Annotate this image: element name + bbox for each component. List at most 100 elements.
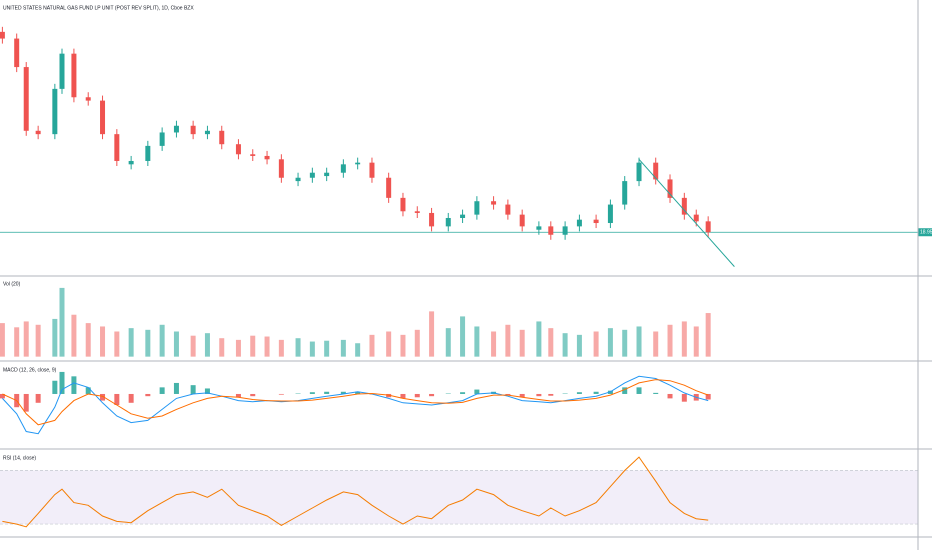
- macd-histogram-bar: [324, 391, 330, 394]
- volume-bar: [204, 333, 210, 357]
- candle-body: [114, 134, 120, 161]
- macd-histogram-bar: [278, 393, 284, 395]
- volume-bar: [355, 343, 361, 357]
- candle-body: [52, 88, 58, 135]
- candle-body: [71, 53, 77, 98]
- candle-body: [548, 226, 554, 235]
- volume-bar: [52, 318, 58, 357]
- macd-histogram-bar: [705, 393, 711, 400]
- volume-bar: [278, 339, 284, 357]
- candle-body: [324, 172, 330, 177]
- volume-bar: [159, 324, 165, 357]
- candle-body: [190, 125, 196, 135]
- rsi-band: [0, 470, 918, 525]
- pane-title: MACD (12, 26, close, 9): [3, 367, 57, 373]
- macd-histogram-bar: [576, 392, 582, 394]
- macd-histogram-bar: [460, 392, 466, 394]
- macd-line: [2, 375, 709, 435]
- volume-bar: [491, 331, 497, 357]
- volume-bar: [653, 331, 659, 357]
- volume-bar: [59, 287, 65, 357]
- macd-histogram-bar: [653, 392, 659, 394]
- macd-histogram-bar: [190, 385, 196, 394]
- volume-bar: [576, 334, 582, 357]
- candle-body: [235, 144, 241, 155]
- macd-histogram-bar: [505, 393, 511, 396]
- candle-body: [386, 177, 392, 198]
- volume-bar: [219, 338, 225, 357]
- candle-body: [59, 53, 65, 89]
- volume-bar: [250, 335, 256, 357]
- volume-bar: [445, 328, 451, 357]
- volume-bar: [705, 313, 711, 357]
- candle-body: [505, 204, 511, 215]
- volume-bar: [190, 335, 196, 357]
- volume-bar: [622, 329, 628, 357]
- chart-title: UNITED STATES NATURAL GAS FUND LP UNIT (…: [3, 5, 194, 11]
- volume-bar: [369, 334, 375, 357]
- labels-layer: 18.95: [918, 228, 932, 237]
- candle-body: [681, 197, 687, 215]
- rsi-line: [2, 456, 709, 528]
- volume-bar: [536, 321, 542, 357]
- volume-bar: [607, 328, 613, 357]
- macd-histogram-bar: [114, 393, 120, 405]
- macd-histogram-bar: [23, 393, 29, 412]
- candle-body: [23, 67, 29, 131]
- macd-histogram-bar: [548, 393, 554, 396]
- volume-bar: [71, 314, 77, 357]
- macd-histogram-bar: [59, 371, 65, 394]
- grid-layer: [0, 470, 918, 525]
- macd-histogram-bar: [636, 387, 642, 394]
- macd-histogram-bar: [145, 393, 151, 397]
- macd-histogram-bar: [128, 393, 134, 403]
- candle-body: [705, 221, 711, 233]
- macd-histogram-bar: [607, 390, 613, 394]
- macd-histogram-bar: [593, 391, 599, 394]
- volume-bar: [429, 311, 435, 357]
- candle-body: [295, 177, 301, 182]
- volume-bar: [414, 329, 420, 357]
- macd-histogram-bar: [235, 393, 241, 398]
- volume-bar: [519, 329, 525, 357]
- volume-bar: [340, 339, 346, 357]
- candle-body: [100, 100, 106, 135]
- volume-bar: [693, 326, 699, 357]
- candle-body: [340, 164, 346, 173]
- macd-histogram-bar: [340, 391, 346, 394]
- candle-body: [607, 204, 613, 224]
- trend-line: [638, 158, 735, 267]
- macd-histogram-bar: [85, 387, 91, 394]
- candle-body: [219, 130, 225, 145]
- candle-body: [264, 155, 270, 160]
- macd-histogram-bar: [309, 392, 315, 394]
- macd-histogram-bar: [536, 393, 542, 397]
- candle-body: [636, 162, 642, 182]
- volume-bar: [14, 327, 20, 357]
- volume-bar: [386, 331, 392, 357]
- marks-layer: [0, 26, 918, 528]
- macd-histogram-bar: [204, 388, 210, 394]
- candle-body: [693, 214, 699, 222]
- macd-histogram-bar: [414, 393, 420, 398]
- candle-body: [491, 201, 497, 205]
- candle-body: [0, 31, 5, 39]
- candle-body: [309, 172, 315, 178]
- volume-bar: [324, 340, 330, 357]
- volume-bar: [474, 326, 480, 357]
- macd-histogram-bar: [159, 387, 165, 394]
- candle-body: [159, 132, 165, 146]
- macd-histogram-bar: [400, 393, 406, 399]
- macd-histogram-bar: [519, 393, 525, 398]
- candle-body: [622, 181, 628, 205]
- candle-body: [128, 160, 134, 165]
- macd-histogram-bar: [474, 389, 480, 394]
- candle-body: [536, 226, 542, 230]
- macd-line: [2, 379, 709, 426]
- candle-body: [429, 212, 435, 227]
- macd-histogram-bar: [355, 391, 361, 394]
- candle-body: [460, 214, 466, 218]
- candle-body: [653, 162, 659, 180]
- macd-histogram-bar: [429, 393, 435, 397]
- candle-body: [445, 217, 451, 227]
